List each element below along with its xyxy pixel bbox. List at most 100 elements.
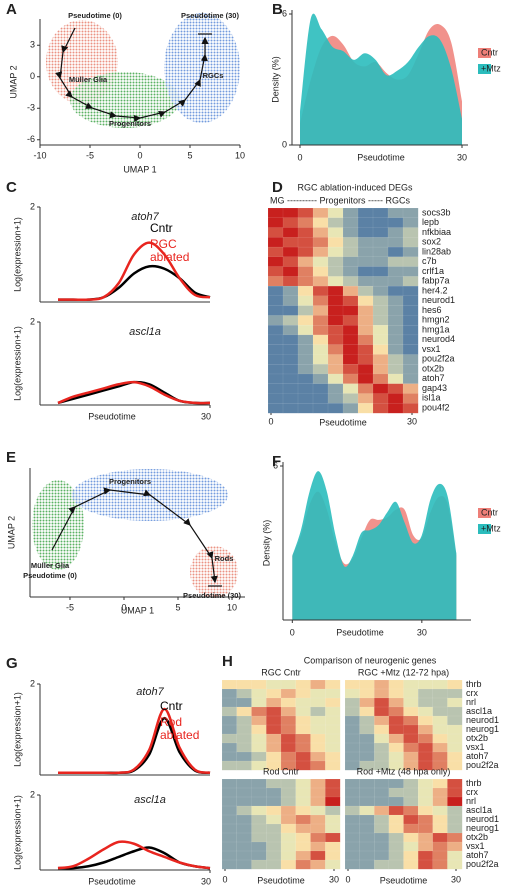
x-tick-label: 30 — [407, 416, 417, 426]
x-tick-label: 0 — [121, 602, 126, 612]
heatmap-cell — [417, 805, 434, 816]
heatmap-cell — [310, 715, 326, 726]
expression-line — [57, 840, 211, 870]
heatmap-cell — [312, 207, 329, 219]
heatmap-cell — [402, 383, 419, 394]
heatmap-cell — [388, 796, 404, 807]
y-tick-label: 0 — [30, 71, 35, 81]
heatmap-cell — [221, 832, 238, 843]
x-tick-label: 0 — [268, 416, 273, 426]
heatmap-cell — [402, 246, 419, 258]
heatmap-cell — [372, 285, 389, 297]
heatmap-cell — [297, 403, 314, 414]
heatmap-cell — [387, 266, 404, 277]
heatmap-cell — [374, 814, 390, 825]
heatmap-cell — [447, 859, 463, 870]
heatmap-cell — [403, 742, 419, 753]
heatmap-cell — [327, 334, 344, 346]
x-tick-label: -5 — [86, 150, 94, 160]
heatmap-cell — [297, 334, 314, 346]
heatmap-cell — [359, 823, 375, 834]
heatmap-cell — [387, 305, 404, 316]
density-area — [300, 13, 462, 146]
heatmap-cell — [295, 859, 311, 870]
matrix-title: Rod Cntr — [263, 766, 299, 776]
heatmap-cell — [342, 256, 359, 267]
gene-label: neurog1 — [466, 724, 499, 734]
heatmap-cell — [388, 823, 404, 834]
heatmap-cell — [372, 315, 389, 326]
heatmap-cell — [403, 778, 419, 789]
heatmap-cell — [387, 354, 404, 365]
heatmap-cell — [325, 832, 341, 843]
gene-label: pou2f2a — [466, 760, 499, 770]
heatmap-cell — [327, 256, 344, 267]
heatmap-cell — [295, 823, 311, 834]
heatmap-cell — [266, 814, 282, 825]
heatmap-cell — [447, 787, 463, 798]
heatmap-cell — [295, 724, 311, 735]
heatmap-cell — [297, 324, 314, 336]
heatmap-cell — [403, 751, 419, 762]
heatmap-cell — [403, 787, 419, 798]
heatmap-cell — [267, 217, 284, 228]
gene-label: lin28ab — [422, 246, 451, 256]
heatmap-cell — [310, 742, 326, 753]
heatmap-cell — [266, 706, 282, 717]
heatmap-cell — [280, 823, 297, 834]
heatmap-cell — [403, 688, 419, 699]
heatmap-cell — [236, 796, 252, 807]
heatmap-cell — [403, 697, 419, 708]
heatmap-cell — [325, 742, 341, 753]
heatmap-title: Comparison of neurogenic genes — [304, 655, 437, 665]
heatmap-cell — [387, 315, 404, 326]
annotation: Progenitors — [109, 477, 151, 486]
legend-swatch — [478, 64, 491, 74]
heatmap-cell — [280, 814, 297, 825]
y-tick-label: 2 — [30, 789, 35, 799]
heatmap-cell — [374, 679, 390, 690]
heatmap-cell — [344, 733, 360, 744]
annotation: Pseudotime (0) — [68, 11, 122, 20]
heatmap-cell — [342, 393, 359, 404]
heatmap-cell — [251, 688, 267, 699]
heatmap-cell — [417, 832, 434, 843]
heatmap-cell — [342, 266, 359, 277]
annotation: Pseudotime (0) — [23, 571, 77, 580]
heatmap-cell — [236, 832, 252, 843]
heatmap-cell — [372, 393, 389, 404]
heatmap-cell — [266, 715, 282, 726]
heatmap-cell — [374, 697, 390, 708]
heatmap-cell — [417, 778, 434, 789]
annotation: Rods — [215, 554, 234, 563]
heatmap-cell — [280, 715, 297, 726]
heatmap-cell — [372, 266, 389, 277]
y-tick-label: 2 — [30, 201, 35, 211]
heatmap-cell — [280, 679, 297, 690]
heatmap-cell — [221, 715, 238, 726]
heatmap-cell — [327, 266, 344, 277]
heatmap-cell — [388, 787, 404, 798]
heatmap-cell — [447, 742, 463, 753]
heatmap-cell — [266, 697, 282, 708]
heatmap-cell — [282, 393, 299, 404]
gene-label: atoh7 — [466, 850, 489, 860]
heatmap-cell — [327, 354, 344, 365]
heatmap-cell — [374, 850, 390, 861]
heatmap-cell — [417, 697, 434, 708]
heatmap-cell — [417, 850, 434, 861]
heatmap-cell — [282, 246, 299, 258]
heatmap-cell — [402, 403, 419, 414]
heatmap-cell — [447, 760, 463, 771]
y-tick-label: 0 — [282, 139, 287, 149]
heatmap-cell — [282, 334, 299, 346]
heatmap-cell — [403, 796, 419, 807]
heatmap-cell — [236, 787, 252, 798]
heatmap-cell — [357, 305, 374, 316]
heatmap-cell — [359, 697, 375, 708]
heatmap-cell — [388, 742, 404, 753]
heatmap-cell — [357, 373, 374, 385]
heatmap-cell — [295, 742, 311, 753]
heatmap-cell — [251, 823, 267, 834]
heatmap-cell — [312, 256, 329, 267]
